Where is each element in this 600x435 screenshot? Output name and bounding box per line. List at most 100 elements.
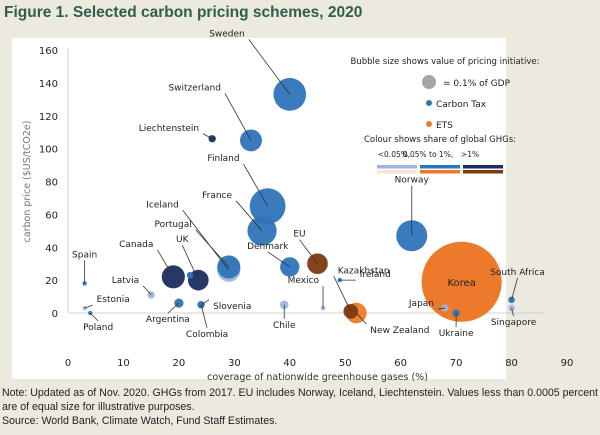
y-tick-label: 0 <box>52 309 58 320</box>
x-tick-label: 90 <box>561 358 574 369</box>
y-tick-label: 40 <box>45 243 58 254</box>
legend-swatch-ets-mid <box>420 170 460 174</box>
y-tick-label: 160 <box>39 46 58 57</box>
x-tick-label: 40 <box>283 358 296 369</box>
leader-line <box>142 285 152 296</box>
x-tick-label: 0 <box>65 358 71 369</box>
x-tick-label: 60 <box>394 358 407 369</box>
x-axis-title: coverage of nationwide greenhouse gases … <box>207 372 428 383</box>
legend-swatch-tax-low <box>377 165 417 169</box>
legend-size-title: Bubble size shows value of pricing initi… <box>350 57 539 67</box>
point-label: Japan <box>408 299 434 309</box>
leader-line <box>195 229 230 268</box>
point-label: Latvia <box>112 276 139 286</box>
leader-line <box>224 93 252 141</box>
point-label: Sweden <box>209 29 245 39</box>
x-tick-label: 20 <box>173 358 186 369</box>
legend-colour-title: Colour shows share of global GHGs: <box>364 135 516 145</box>
leader-line <box>200 304 208 328</box>
point-label: Norway <box>395 176 430 186</box>
point-label: Spain <box>72 250 97 260</box>
leader-line <box>200 299 210 306</box>
x-tick-label: 80 <box>505 358 518 369</box>
note-line-1: Note: Updated as of Nov. 2020. GHGs from… <box>2 387 600 399</box>
leader-line <box>243 163 268 207</box>
legend-type-marker <box>426 121 432 127</box>
legend-type-label: ETS <box>436 121 453 131</box>
legend-type-label: Carbon Tax <box>436 100 487 110</box>
legend-swatch-ets-high <box>463 170 503 174</box>
y-axis-title: carbon price ($US/tCO2e) <box>22 121 33 243</box>
y-tick-label: 80 <box>45 178 58 189</box>
point-label: South Africa <box>490 268 545 278</box>
bubble-ireland <box>337 277 342 283</box>
y-tick-label: 140 <box>39 79 58 90</box>
point-label: Ireland <box>360 270 391 280</box>
leader-line <box>89 312 99 322</box>
leader-line <box>511 277 518 300</box>
x-tick-label: 30 <box>228 358 241 369</box>
point-label: Poland <box>83 323 113 333</box>
point-labels: Sweden Switzerland Liechtenstein Finland Fra… <box>72 29 545 339</box>
legend-type-marker <box>426 100 432 106</box>
legend-share-label: <0.05%, <box>378 150 411 159</box>
leader-line <box>84 304 93 309</box>
leader-line <box>511 307 514 317</box>
y-tick-label: 100 <box>39 145 58 156</box>
point-label: Kazakhstan <box>338 266 390 276</box>
leader-lines <box>84 39 518 328</box>
note-line-2: are of equal size for illustrative purpo… <box>2 401 195 413</box>
legend-reference-label: = 0.1% of GDP <box>443 79 511 89</box>
legend: Bubble size shows value of pricing initi… <box>350 57 540 174</box>
point-label: EU <box>293 230 305 240</box>
point-label: Mexico <box>288 276 320 286</box>
point-label: Singapore <box>491 318 537 328</box>
leader-line <box>157 249 174 278</box>
leader-line <box>333 276 352 312</box>
point-label: Portugal <box>155 220 192 230</box>
point-label: Korea <box>447 278 475 289</box>
bubble-portugal <box>217 255 241 279</box>
legend-share-label: 0.05% to 1%, <box>403 150 453 159</box>
axes: 0 20 40 60 80 100 120 140 160 0 10 20 30 40 50 60 70 80 90… <box>22 46 573 383</box>
legend-swatch-ets-low <box>377 170 417 174</box>
point-label: Ukraine <box>439 329 474 339</box>
point-label: France <box>202 191 232 201</box>
point-label: Switzerland <box>168 83 221 93</box>
point-label: Denmark <box>247 242 289 252</box>
point-label: Liechtenstein <box>139 124 199 134</box>
legend-swatch-tax-high <box>463 165 503 169</box>
point-label: Estonia <box>97 295 130 305</box>
point-label: Iceland <box>146 200 179 210</box>
leader-line <box>437 307 446 310</box>
legend-swatch-tax-mid <box>420 165 460 169</box>
point-label: Slovenia <box>213 302 251 312</box>
leader-line <box>248 39 291 95</box>
x-tick-label: 10 <box>117 358 130 369</box>
point-label: Colombia <box>186 330 228 340</box>
point-label: Chile <box>273 321 296 331</box>
legend-reference-bubble <box>422 75 436 89</box>
leader-line <box>202 133 213 140</box>
y-tick-label: 120 <box>39 112 58 123</box>
leader-line <box>356 312 367 325</box>
leader-line <box>182 210 230 271</box>
y-tick-label: 20 <box>45 276 58 287</box>
point-label: New Zealand <box>370 326 429 336</box>
leader-line <box>299 239 318 264</box>
point-label: Argentina <box>146 315 190 325</box>
legend-share-label: >1% <box>461 150 479 159</box>
leader-line <box>181 244 199 281</box>
leader-line <box>167 302 180 314</box>
point-label: Canada <box>119 240 153 250</box>
bubble-korea <box>421 241 502 322</box>
figure-title: Figure 1. Selected carbon pricing scheme… <box>4 4 363 21</box>
bubble-uk <box>186 271 194 279</box>
leader-line <box>267 251 291 268</box>
point-label: UK <box>176 235 190 245</box>
point-label: Finland <box>207 154 239 164</box>
x-tick-label: 50 <box>339 358 352 369</box>
leader-line <box>235 200 263 232</box>
y-tick-label: 60 <box>45 210 58 221</box>
